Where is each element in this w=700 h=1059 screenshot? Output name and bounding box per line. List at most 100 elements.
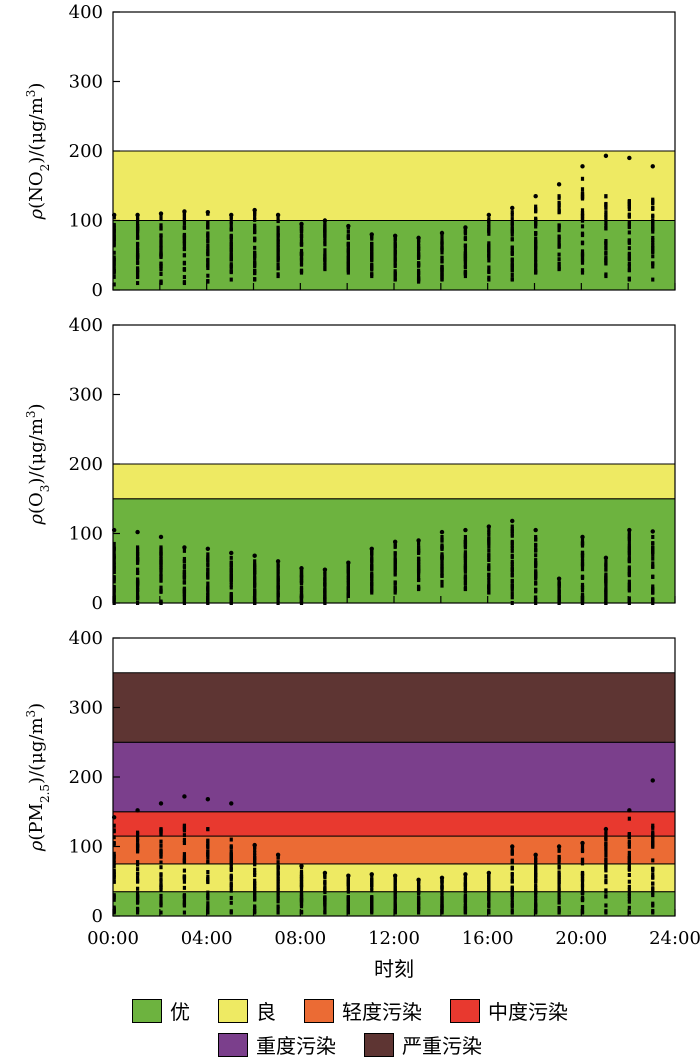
data-point — [534, 904, 538, 909]
data-point — [557, 208, 561, 213]
data-point — [253, 225, 257, 230]
data-point — [510, 264, 514, 269]
data-point — [135, 567, 140, 572]
data-point — [112, 555, 116, 560]
data-point — [556, 182, 562, 187]
data-point — [346, 581, 350, 586]
data-point — [112, 584, 116, 589]
data-point — [510, 257, 514, 262]
data-point — [651, 866, 655, 871]
data-point — [370, 888, 374, 893]
data-point — [534, 239, 538, 244]
y-tick-label: 0 — [92, 906, 103, 927]
data-point — [346, 565, 350, 570]
data-point — [463, 555, 468, 560]
data-point — [346, 270, 350, 275]
data-point — [534, 543, 538, 548]
data-point — [112, 274, 116, 279]
data-point — [627, 207, 631, 212]
data-point — [580, 550, 585, 555]
data-point — [580, 593, 585, 598]
data-point — [627, 261, 631, 266]
data-point — [206, 221, 210, 226]
data-point — [534, 260, 538, 265]
data-point — [112, 241, 116, 246]
data-point — [206, 238, 210, 243]
data-point — [440, 564, 444, 569]
data-point — [135, 593, 140, 598]
data-point — [182, 590, 187, 595]
data-point — [534, 870, 538, 875]
data-point — [112, 897, 116, 902]
legend-swatch — [364, 1032, 394, 1057]
data-point — [323, 588, 327, 593]
data-point — [557, 875, 561, 880]
data-point — [323, 222, 327, 227]
data-point — [252, 553, 257, 558]
data-point — [229, 895, 233, 900]
data-point — [534, 253, 538, 258]
data-point — [323, 261, 327, 266]
data-point — [112, 879, 116, 884]
data-point — [182, 565, 187, 570]
data-point — [534, 910, 538, 915]
data-point — [205, 209, 211, 215]
data-point — [416, 249, 421, 254]
data-point — [534, 879, 538, 884]
data-point — [159, 827, 163, 832]
data-point — [627, 860, 631, 865]
data-point — [440, 250, 444, 255]
data-point — [206, 904, 210, 909]
data-point — [510, 564, 514, 569]
data-point — [135, 228, 140, 233]
data-point — [276, 570, 280, 575]
data-point — [534, 561, 538, 566]
data-point — [135, 871, 140, 876]
data-point — [112, 895, 116, 900]
data-point — [346, 896, 350, 901]
data-point — [580, 905, 585, 910]
data-point — [463, 542, 468, 547]
data-point — [276, 258, 280, 263]
data-point — [627, 555, 631, 560]
data-point — [370, 577, 374, 582]
panel-1: 0 100 200 300 400 ρ(NO2)/(μg/m3) — [24, 2, 676, 301]
data-point — [651, 240, 655, 245]
data-point — [510, 885, 514, 890]
data-point — [651, 541, 655, 546]
data-point — [182, 879, 187, 884]
data-point — [392, 233, 398, 238]
data-point — [580, 563, 585, 568]
data-point — [135, 529, 140, 535]
data-point — [182, 897, 187, 902]
data-point — [182, 856, 187, 861]
data-point — [370, 565, 374, 570]
data-point — [510, 872, 514, 877]
data-point — [135, 910, 140, 915]
data-point — [229, 571, 233, 576]
data-point — [276, 891, 280, 896]
data-point — [370, 245, 374, 250]
data-point — [370, 560, 374, 565]
legend-row-1: 优 良 轻度污染 中度污染 — [0, 996, 700, 1025]
data-point — [651, 881, 655, 886]
data-point — [580, 187, 585, 192]
data-point — [112, 579, 116, 584]
data-point — [627, 832, 631, 837]
data-point — [487, 243, 491, 248]
data-point — [253, 893, 257, 898]
legend-label: 轻度污染 — [342, 1000, 422, 1024]
data-point — [370, 263, 374, 268]
data-point — [463, 569, 468, 574]
data-point — [651, 872, 655, 877]
data-point — [112, 550, 116, 555]
data-point — [299, 883, 304, 888]
data-point — [510, 548, 514, 553]
data-point — [393, 260, 397, 265]
data-point — [510, 232, 514, 237]
data-point — [651, 213, 655, 218]
data-point — [346, 569, 350, 574]
data-point — [253, 570, 257, 575]
data-point — [299, 869, 304, 874]
data-point — [206, 262, 210, 267]
